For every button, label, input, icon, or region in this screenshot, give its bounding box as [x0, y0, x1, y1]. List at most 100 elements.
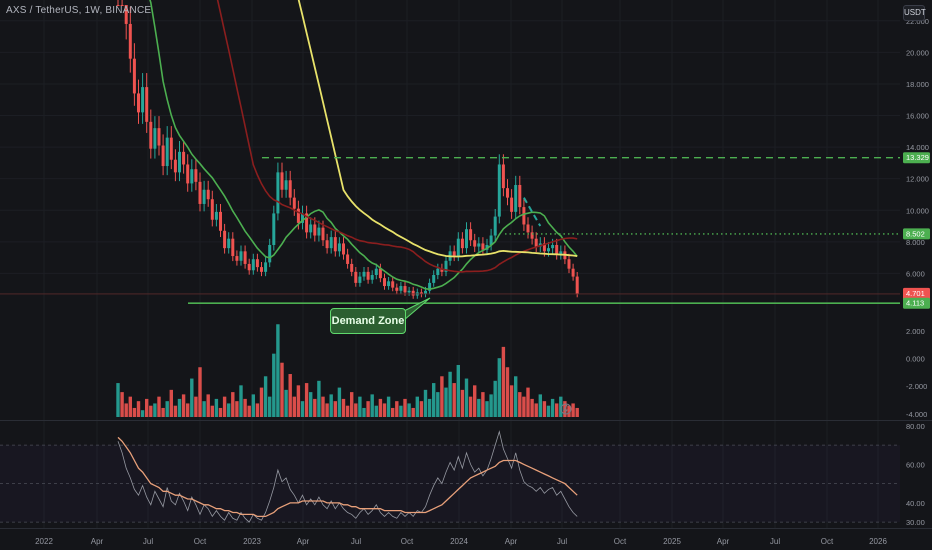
price-label-bg	[903, 297, 930, 309]
sma-fast-line	[149, 0, 578, 291]
candle-body	[522, 207, 526, 225]
x-tick-label: Jul	[351, 537, 361, 546]
rsi-pane[interactable]	[0, 430, 900, 523]
osc-bar	[448, 371, 452, 417]
y-tick-label: 8.000	[906, 238, 925, 247]
osc-bar	[559, 396, 563, 417]
symbol-title[interactable]: AXS / TetherUS, 1W, BINANCE	[6, 5, 152, 16]
candle-body	[547, 248, 550, 252]
osc-bar	[276, 324, 280, 417]
candle-body	[481, 243, 485, 250]
y-tick-label: 22.000	[906, 17, 929, 26]
candle-body	[346, 254, 350, 264]
osc-bar	[333, 401, 337, 417]
candle-body	[251, 259, 255, 271]
candle-body	[219, 211, 222, 231]
osc-tick-label: 2.000	[906, 327, 925, 336]
candle-body	[444, 260, 448, 272]
candle-body	[411, 290, 415, 296]
osc-bar	[181, 394, 186, 417]
candle-body	[497, 164, 501, 217]
osc-bar	[116, 383, 120, 417]
osc-bar	[345, 405, 350, 417]
candle-body	[149, 121, 153, 149]
osc-bar	[165, 401, 169, 417]
osc-bar	[522, 396, 526, 417]
osc-bar	[493, 380, 497, 417]
candle-body	[407, 290, 411, 293]
osc-bar	[177, 398, 182, 417]
candle-body	[551, 245, 555, 249]
osc-bar	[575, 407, 579, 417]
oscillator-pane[interactable]	[116, 324, 579, 417]
osc-bar	[354, 403, 358, 417]
candle-body	[493, 216, 497, 236]
candle-body	[424, 290, 427, 294]
currency-button[interactable]: USDT	[903, 5, 926, 21]
candle-body	[436, 268, 440, 275]
osc-tick-label: -4.000	[906, 410, 927, 419]
osc-bar	[296, 385, 301, 417]
osc-bar	[243, 398, 247, 417]
y-tick-label: 10.000	[906, 206, 929, 215]
osc-bar	[423, 389, 428, 417]
price-label: 4.701	[906, 289, 925, 298]
candle-body	[403, 286, 407, 293]
x-tick-label: Oct	[401, 537, 414, 546]
osc-bar	[198, 367, 202, 417]
candle-body	[354, 271, 358, 283]
candle-body	[555, 245, 559, 255]
candle-body	[169, 137, 173, 160]
osc-bar	[464, 378, 469, 417]
candle-body	[182, 151, 186, 165]
osc-bar	[149, 405, 153, 417]
candle-body	[317, 227, 321, 236]
candle-body	[194, 169, 198, 182]
osc-bar	[489, 394, 493, 417]
osc-bar	[251, 394, 255, 417]
candle-body	[153, 128, 157, 149]
osc-bar	[550, 398, 555, 417]
osc-bar	[140, 410, 145, 417]
x-tick-label: Oct	[821, 537, 834, 546]
candle-body	[399, 286, 403, 291]
osc-bar	[124, 403, 128, 417]
osc-bar	[509, 385, 514, 417]
osc-bar	[292, 396, 296, 417]
candle-body	[190, 169, 194, 184]
candle-body	[243, 251, 247, 264]
candle-body	[173, 159, 177, 173]
candle-body	[296, 208, 300, 223]
candle-body	[514, 185, 518, 212]
candle-body	[419, 292, 423, 294]
rsi-line	[117, 430, 578, 523]
osc-bar	[210, 405, 214, 417]
candle-body	[284, 180, 288, 190]
candle-body	[378, 268, 382, 279]
osc-bar	[157, 396, 161, 417]
x-tick-label: Oct	[614, 537, 627, 546]
osc-tick-label: -2.000	[906, 382, 927, 391]
candle-body	[333, 237, 337, 252]
osc-bar	[136, 401, 141, 417]
rsi-tick-label: 40.00	[906, 499, 925, 508]
candle-body	[542, 243, 546, 252]
candle-body	[440, 268, 444, 272]
osc-bar	[526, 387, 530, 417]
price-pane[interactable]	[0, 0, 900, 321]
rsi-tick-label: 80.00	[906, 422, 925, 431]
osc-bar	[386, 396, 391, 417]
osc-bar	[399, 405, 403, 417]
candle-body	[469, 229, 473, 241]
price-label-bg	[903, 152, 930, 164]
x-tick-label: Oct	[194, 537, 207, 546]
candle-body	[210, 199, 214, 220]
candle-body	[510, 197, 514, 212]
osc-bar	[120, 392, 124, 417]
candle-body	[292, 197, 296, 209]
candle-body	[391, 281, 395, 288]
osc-bar	[440, 376, 444, 417]
price-label: 8.502	[906, 229, 925, 238]
candle-body	[350, 263, 354, 272]
